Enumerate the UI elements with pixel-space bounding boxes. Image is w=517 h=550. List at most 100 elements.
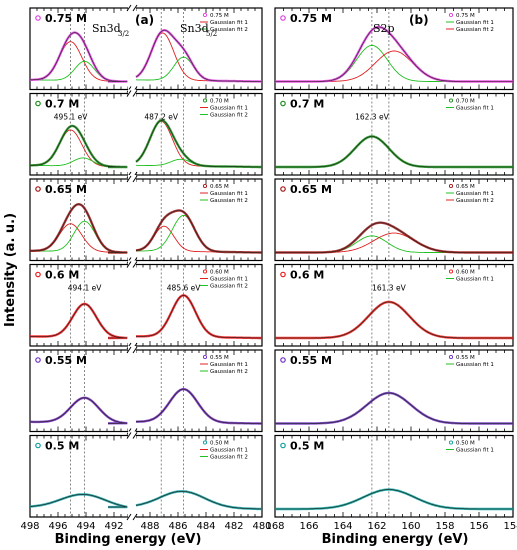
- concentration-label: 0.7 M: [45, 98, 79, 111]
- legend-fit-label: Gaussian fit 1: [456, 448, 494, 454]
- subplot-frame: [29, 7, 263, 91]
- legend-marker: [202, 354, 208, 360]
- envelope-fit-line: [136, 294, 262, 339]
- axis-break-mask-top: [128, 175, 136, 183]
- envelope-fit-line: [136, 388, 262, 424]
- x-axis-label-a: Binding energy (eV): [55, 532, 202, 547]
- axis-break-mark-top: [126, 175, 132, 183]
- subplot-frame: [29, 178, 263, 262]
- gaussian-fit-1-line: [30, 129, 128, 168]
- envelope-fit-line: [135, 210, 262, 253]
- subplot-frame: [29, 92, 263, 176]
- axis-break-mark-top: [126, 4, 132, 12]
- measured-spectrum-line: [30, 31, 128, 83]
- concentration-label: 0.65 M: [290, 183, 332, 196]
- gaussian-fit-1-line: [30, 41, 128, 82]
- measured-spectrum-line: [275, 488, 513, 511]
- legend-marker: [448, 12, 454, 18]
- gaussian-fit-2-line: [30, 220, 128, 253]
- envelope-fit-line: [30, 397, 128, 424]
- envelope-fit-line: [275, 136, 513, 168]
- legend-fit-label: Gaussian fit 2: [210, 198, 248, 204]
- x-tick-label: 492: [104, 521, 123, 532]
- axis-break-mask-top: [128, 431, 136, 440]
- axis-break-mask-top: [128, 4, 136, 12]
- x-tick-label: 498: [20, 521, 39, 532]
- legend-series-label: 0.70 M: [456, 99, 475, 105]
- measured-spectrum-line: [30, 203, 128, 254]
- axis-break-mask-top: [128, 89, 136, 98]
- peak-label-subscript: 5/2: [206, 30, 217, 38]
- legend-series-label: 0.55 M: [210, 355, 229, 361]
- envelope-fit-line: [135, 119, 262, 168]
- legend-fit-label: Gaussian fit 2: [210, 455, 248, 461]
- legend-series-label: 0.50 M: [210, 441, 229, 447]
- legend-marker: [202, 12, 208, 18]
- measured-spectrum-line: [30, 302, 128, 340]
- measured-spectrum-line: [136, 294, 262, 340]
- measured-spectrum-line: [275, 300, 513, 340]
- legend-fit-label: Gaussian fit 2: [210, 284, 248, 290]
- x-tick-label: 494: [76, 521, 95, 532]
- concentration-marker: [280, 357, 286, 363]
- legend-fit-label: Gaussian fit 1: [456, 277, 494, 283]
- x-tick-label: 482: [224, 521, 243, 532]
- gaussian-fit-2-line: [275, 232, 513, 253]
- peak-label: Sn3d: [180, 22, 209, 35]
- x-tick-label: 158: [435, 521, 454, 532]
- concentration-marker: [280, 186, 286, 192]
- envelope-fit-line: [135, 29, 262, 82]
- envelope-fit-line: [275, 489, 513, 510]
- panel-label: (a): [135, 13, 154, 27]
- concentration-label: 0.5 M: [290, 440, 324, 453]
- measured-spectrum-line: [135, 209, 262, 254]
- envelope-fit-line: [275, 222, 513, 253]
- axis-break-mark-top: [126, 432, 132, 439]
- envelope-fit-line: [30, 32, 128, 82]
- concentration-label: 0.65 M: [45, 183, 87, 196]
- x-tick-label: 488: [140, 521, 159, 532]
- legend-fit-label: Gaussian fit 1: [210, 191, 248, 197]
- x-tick-label: 496: [48, 521, 67, 532]
- measured-spectrum-line: [135, 490, 262, 511]
- axis-break-mark-top: [132, 261, 138, 268]
- peak-energy-annotation: 495.1 eV: [54, 113, 88, 122]
- envelope-fit-line: [30, 125, 128, 168]
- concentration-marker: [35, 15, 41, 21]
- envelope-fit-line: [135, 491, 262, 510]
- concentration-marker: [35, 100, 41, 107]
- legend-fit-label: Gaussian fit 1: [456, 191, 494, 197]
- concentration-label: 0.75 M: [290, 12, 332, 25]
- legend-fit-label: Gaussian fit 2: [210, 27, 248, 33]
- peak-label-subscript: 3/2: [118, 30, 129, 38]
- legend-series-label: 0.70 M: [210, 99, 229, 105]
- x-tick-label: 160: [401, 521, 420, 532]
- peak-energy-annotation: 487.2 eV: [144, 113, 178, 122]
- concentration-label: 0.6 M: [45, 269, 79, 282]
- measured-spectrum-line: [30, 124, 128, 169]
- legend-fit-label: Gaussian fit 2: [456, 198, 494, 204]
- legend-series-label: 0.60 M: [210, 270, 229, 276]
- axis-break-mark-top: [126, 90, 132, 97]
- legend-marker: [448, 440, 454, 445]
- subplot-frame: [29, 434, 263, 518]
- legend-fit-label: Gaussian fit 1: [210, 448, 248, 454]
- legend-series-label: 0.50 M: [456, 441, 475, 447]
- legend-marker: [448, 269, 454, 274]
- legend-series-label: 0.55 M: [456, 355, 475, 361]
- axis-break-mark-top: [126, 346, 132, 354]
- legend-fit-label: Gaussian fit 2: [210, 369, 248, 375]
- concentration-label: 0.55 M: [290, 354, 332, 367]
- axis-break-mark: [126, 513, 132, 521]
- x-tick-label: 486: [168, 521, 187, 532]
- axis-break-mark-top: [126, 261, 132, 268]
